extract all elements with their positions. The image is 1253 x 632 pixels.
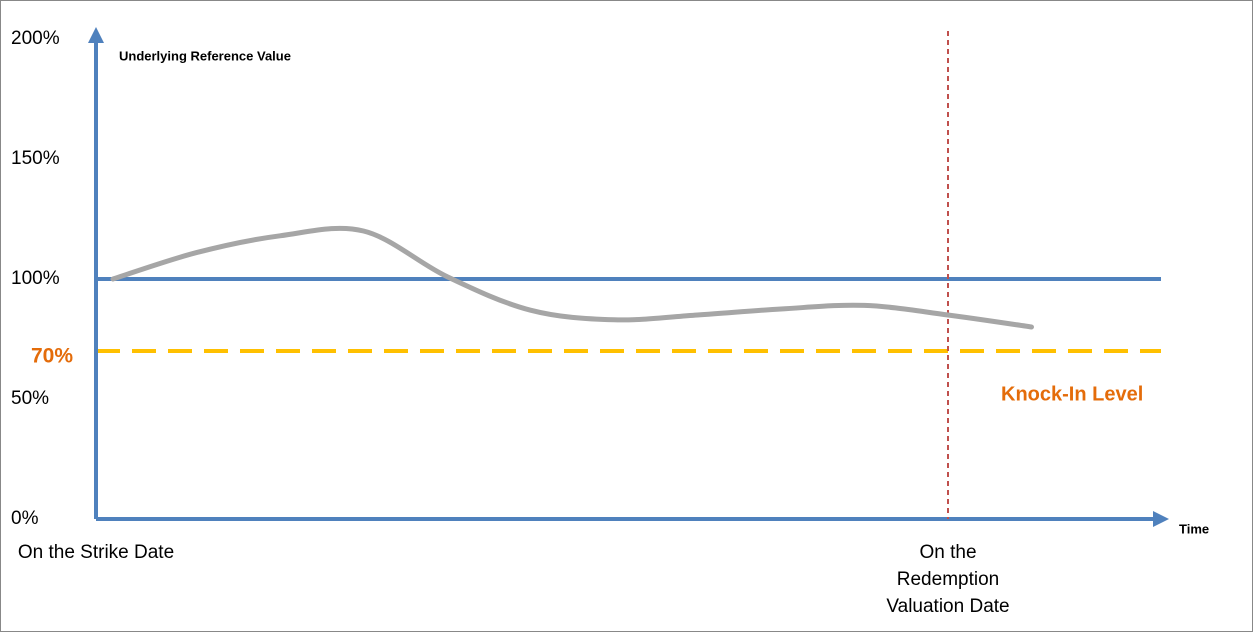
series-line [110,225,1034,330]
x-axis-title: Time [1179,521,1209,536]
y-tick-label: 50% [11,388,49,409]
y-tick-label: 200% [11,28,60,49]
x-tick-label: On the Strike Date [17,542,175,563]
reference-annotation: Knock-In Level [1001,383,1143,405]
y-tick-label: 0% [11,508,39,529]
y-tick-label: 150% [11,148,60,169]
reference-label: 70% [31,345,73,368]
y-tick-label: 100% [11,268,60,289]
y-axis-title: Underlying Reference Value [119,48,291,63]
x-tick-label: On the Redemption Valuation Date [886,542,1010,617]
